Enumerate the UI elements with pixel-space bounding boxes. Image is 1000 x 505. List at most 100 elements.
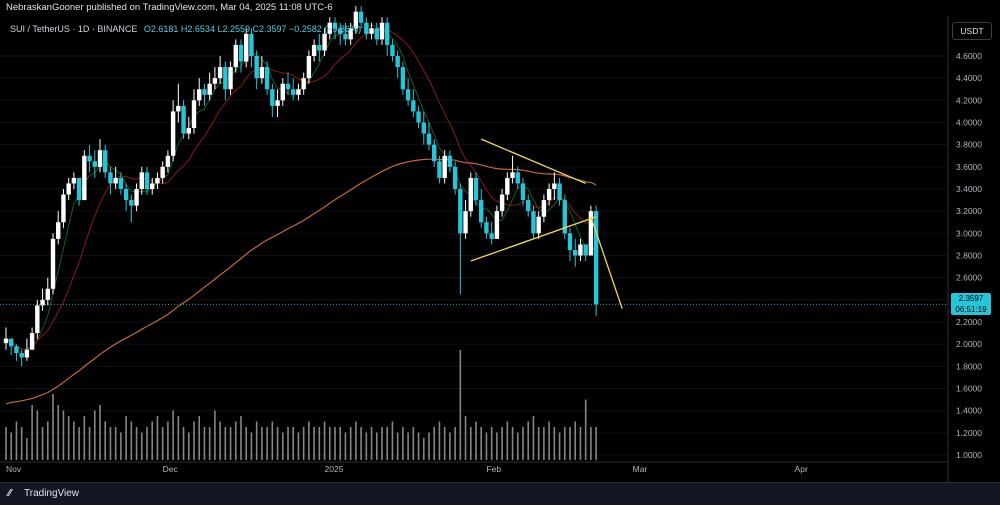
price-tick-label: 2.8000 [956,251,982,261]
volume-bar [485,432,488,460]
candle-body [197,89,202,101]
volume-bar [443,427,446,460]
candle-body [212,78,218,84]
candle-body [452,166,458,189]
candle-body [400,67,406,90]
candle-body [369,28,374,34]
candle-body [223,67,228,90]
volume-bar [177,416,180,460]
candle-body [280,83,285,101]
price-tick-label: 3.4000 [956,184,982,194]
volume-bar [99,405,101,460]
volume-bar [151,421,154,460]
price-tick-label: 4.6000 [956,51,982,61]
footer-bar: ⁄⁄ TradingView [0,482,1000,505]
candle-body [254,56,259,79]
candle-body [35,305,40,334]
volume-bar [339,427,342,460]
candle-body [552,183,557,189]
candle-body [593,211,599,305]
time-tick-label: 2025 [325,464,344,474]
ohlc-values: O2.6181 H2.6534 L2.2559 C2.3597 −0.2582 … [143,24,362,34]
volume-bar [203,427,206,460]
candles [3,6,599,367]
volume-bar [73,421,75,460]
volume-bar [355,421,357,460]
volume-bar [428,432,430,460]
volume-bar [360,427,362,460]
candle-body [144,172,150,189]
volume-bar [464,416,467,460]
candle-body [327,22,332,34]
volume-bar [229,427,232,460]
volume-bar [208,427,211,460]
candle-body [217,67,223,79]
candle-body [541,200,547,217]
volume-bar [328,427,331,460]
volume-bar [109,427,112,460]
volume-bar [480,427,483,460]
footer-brand[interactable]: TradingView [24,488,80,499]
candle-body [207,83,212,95]
candle-body [301,78,306,90]
candle-body [374,28,379,40]
candle-body [113,177,118,184]
candle-body [150,183,155,189]
candle-body [515,172,520,184]
candle-body [473,177,479,201]
volume-bar [250,432,253,460]
candle-body [228,67,233,90]
volume-bar [93,410,96,460]
candle-body [82,155,87,201]
candle-body [573,249,578,256]
volume-bar [438,421,441,460]
candle-body [432,144,437,162]
candle-body [364,22,369,34]
volume-bar [381,427,383,460]
candle-body [499,194,505,212]
volume-bar [130,421,133,460]
volume-bar [261,427,263,460]
last-price-value: 2.3597 [958,294,984,303]
candle-body [61,194,66,223]
candle-body [338,28,343,34]
volume-bar [490,427,493,460]
price-axis[interactable]: 1.0000 1.2000 1.4000 1.6000 1.8000 2.0000 2.20… [956,51,982,460]
candle-body [583,244,588,256]
volume-bar [271,421,274,460]
volume-bar [140,432,143,460]
candle-body [484,222,489,234]
candle-body [379,22,385,40]
candle-body [40,299,45,306]
volume-bar [26,438,28,460]
candle-body [66,183,71,195]
candle-body [385,22,390,45]
candle-body [426,133,432,145]
volume-bar [370,427,373,460]
volume-bar [224,427,227,460]
volume-bar [292,427,295,460]
candle-body [123,189,129,201]
currency-button[interactable]: USDT [952,22,992,40]
time-tick-label: Feb [486,464,501,474]
price-tick-label: 2.0000 [956,339,982,349]
candle-body [317,44,322,51]
moving-averages [5,24,597,405]
volume-bar [569,427,571,460]
candle-body [411,100,416,112]
volume-bar [563,427,566,460]
price-chart[interactable]: 1.0000 1.2000 1.4000 1.6000 1.8000 2.0000 2.20… [0,0,1000,482]
time-tick-label: Mar [633,464,648,474]
volume-bar [10,432,13,460]
volume-bar [396,432,399,460]
volume-bar [475,421,477,460]
volume-bar [407,432,409,460]
volume-bar [5,427,7,460]
volume-bar [193,421,195,460]
tradingview-logo-icon[interactable]: ⁄⁄ [8,488,12,499]
price-tick-label: 1.6000 [956,384,982,394]
time-axis[interactable]: Nov Dec 2025 Feb Mar Apr [6,464,808,474]
candle-body [343,33,348,40]
volume-bar [245,427,248,460]
volume-bar [532,416,535,460]
